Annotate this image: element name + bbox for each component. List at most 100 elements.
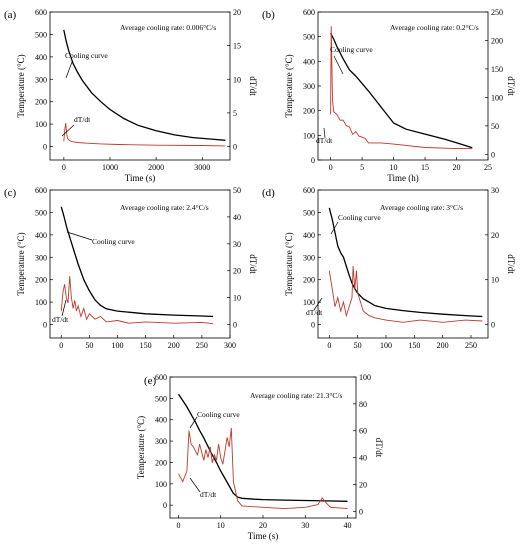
y-tick-label: 200 [303, 107, 315, 116]
annotation-arrow [330, 221, 339, 235]
panel-label: (b) [262, 9, 275, 21]
y-axis-label: Temperature (°C) [16, 54, 26, 117]
y2-tick-label: 30 [491, 186, 499, 195]
annotation-arrow [65, 61, 73, 79]
y2-tick-label: 20 [233, 267, 241, 276]
x-axis-label: Time (s) [248, 531, 278, 541]
x-tick-label: 50 [85, 341, 93, 350]
y2-tick-label: 20 [359, 480, 367, 489]
cooling-rate-note: Average cooling rate: 3°C/s [380, 203, 463, 212]
y-tick-label: 600 [155, 373, 167, 382]
x-tick-label: 10 [217, 521, 225, 530]
x-tick-label: 0 [62, 163, 66, 172]
x-tick-label: 50 [354, 341, 362, 350]
y-tick-label: 300 [303, 82, 315, 91]
x-tick-label: 250 [465, 341, 477, 350]
cooling-curve-annotation: Cooling curve [338, 213, 381, 222]
y-tick-label: 200 [155, 458, 167, 467]
y2-tick-label: 100 [359, 373, 371, 382]
x-tick-label: 200 [168, 341, 180, 350]
y2-tick-label: 30 [233, 240, 241, 249]
y2-tick-label: 0 [491, 150, 495, 159]
y2-tick-label: 20 [491, 231, 499, 240]
y2-tick-label: 50 [233, 186, 241, 195]
y-tick-label: 0 [311, 321, 315, 330]
y-tick-label: 500 [35, 30, 47, 39]
y-axis-label: Temperature (°C) [284, 54, 294, 117]
x-tick-label: 5 [360, 163, 364, 172]
chart-panel-5: (e)0 10 20 30 400100200300400500600020406080… [136, 373, 384, 541]
dtdt-series-line [328, 266, 483, 323]
y2-tick-label: 0 [233, 321, 237, 330]
x-axis-label: Time (h) [387, 173, 418, 183]
cooling-rate-note: Average cooling rate: 2.4°C/s [120, 203, 209, 212]
y2-tick-label: 250 [491, 8, 503, 17]
dtdt-series-line [63, 122, 226, 147]
cooling-curve-annotation: Cooling curve [92, 237, 135, 246]
y-axis-label: Temperature (°C) [284, 232, 294, 295]
cooling-curve-line [63, 29, 226, 141]
y-tick-label: 100 [35, 120, 47, 129]
y-tick-label: 400 [303, 57, 315, 66]
y2-tick-label: 40 [359, 454, 367, 463]
chart-panel-2: (b)0 5 10 15 20 25010020030040050060005010015… [262, 8, 516, 183]
annotation-arrow [313, 297, 323, 311]
plot-frame [49, 189, 231, 339]
cooling-rate-note: Average cooling rate: 0.006°C/s [120, 23, 216, 32]
y-tick-label: 300 [155, 437, 167, 446]
y2-tick-label: 10 [233, 75, 241, 84]
cooling-curve-annotation: Cooling curve [65, 51, 108, 60]
y-tick-label: 200 [35, 276, 47, 285]
x-tick-label: 200 [437, 341, 449, 350]
x-tick-label: 0 [59, 341, 63, 350]
y2-axis-label: dT/dt [248, 254, 258, 274]
y2-tick-label: 5 [233, 109, 237, 118]
y2-tick-label: 10 [491, 276, 499, 285]
plot-frame [317, 11, 489, 161]
panel-label: (d) [262, 187, 275, 199]
cooling-curve-annotation: Cooling curve [330, 45, 373, 54]
y-tick-label: 600 [303, 186, 315, 195]
y-tick-label: 600 [35, 186, 47, 195]
x-tick-label: 250 [196, 341, 208, 350]
y-tick-label: 200 [35, 98, 47, 107]
x-tick-label: 0 [329, 163, 333, 172]
cooling-curve-annotation: Cooling curve [197, 410, 240, 419]
annotation-arrow [61, 299, 67, 317]
cooling-curve-line [330, 32, 473, 149]
annotation-arrow [333, 55, 344, 75]
y2-tick-label: 100 [491, 93, 503, 102]
x-axis-label: Time (s) [125, 173, 155, 183]
dtdt-series-line [60, 276, 214, 325]
dtdt-annotation: dT/dt [74, 115, 91, 124]
y-tick-label: 500 [35, 208, 47, 217]
x-tick-label: 20 [259, 521, 267, 530]
cooling-curve-line [60, 206, 214, 318]
y-tick-label: 400 [35, 53, 47, 62]
panel-label: (a) [4, 9, 17, 21]
y-axis-label: Temperature (°C) [16, 232, 26, 295]
annotation-arrow [66, 231, 93, 241]
x-tick-label: 1000 [102, 163, 118, 172]
x-tick-label: 15 [421, 163, 429, 172]
y-tick-label: 400 [155, 416, 167, 425]
chart-panel-3: (c)0 50 100 150 200 250 3000100200300400500600… [4, 186, 258, 350]
plot-frame [49, 11, 231, 161]
cooling-rate-note: Average cooling rate: 0.2°C/s [390, 23, 479, 32]
cooling-rate-note: Average cooling rate: 21.3°C/s [250, 391, 342, 400]
dtdt-annotation: dT/dt [316, 136, 333, 145]
y2-tick-label: 10 [233, 294, 241, 303]
y2-axis-label: dT/dt [506, 76, 516, 96]
y-tick-label: 300 [303, 253, 315, 262]
y-tick-label: 400 [303, 231, 315, 240]
dtdt-annotation: dT/dt [306, 308, 323, 317]
dtdt-series-line [330, 26, 473, 150]
y2-tick-label: 150 [491, 65, 503, 74]
y2-axis-label: dT/dt [248, 76, 258, 96]
annotation-arrow [189, 477, 201, 493]
x-tick-label: 100 [112, 341, 124, 350]
y2-tick-label: 20 [233, 8, 241, 17]
y2-tick-label: 0 [359, 507, 363, 516]
y-tick-label: 300 [35, 75, 47, 84]
dtdt-annotation: dT/dt [52, 315, 69, 324]
